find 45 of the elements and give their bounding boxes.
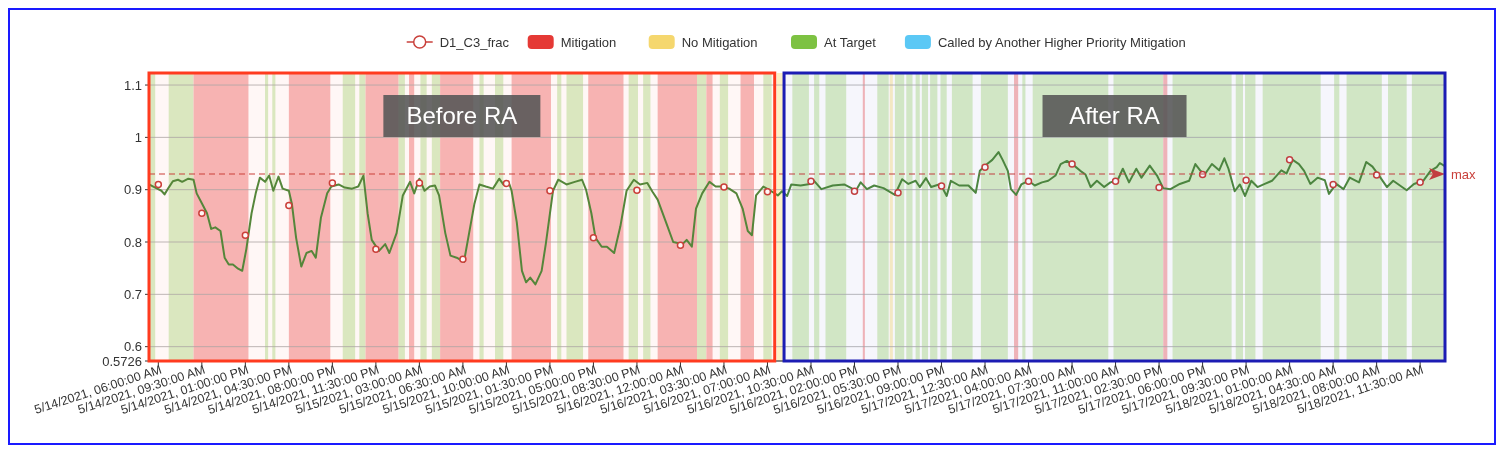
point: [676, 241, 685, 249]
point: [1068, 160, 1076, 168]
point: [850, 187, 859, 196]
point: [1155, 183, 1163, 192]
point: [763, 188, 772, 196]
point: [633, 186, 641, 194]
legend-label: Mitigation: [560, 34, 617, 50]
y-tick-label: 0.8: [123, 234, 142, 250]
point: [1024, 177, 1033, 186]
band-label: Before RA: [406, 102, 518, 130]
legend-label: Called by Another Higher Priority Mitigation: [937, 34, 1186, 50]
point: [937, 182, 946, 190]
point: [1329, 180, 1337, 189]
point: [502, 179, 511, 188]
y-tick-label: 0.9: [123, 182, 142, 198]
y-tick-label: 0.6: [123, 339, 142, 355]
point: [372, 245, 380, 254]
point: [589, 234, 598, 242]
point: [459, 255, 467, 264]
legend-label: D1_C3_frac: [439, 34, 510, 50]
point: [720, 183, 728, 191]
point: [981, 163, 989, 171]
line-series: [148, 151, 1445, 286]
point: [1111, 177, 1120, 186]
point: [1285, 156, 1294, 164]
y-tick-label: 0.5726: [102, 353, 142, 369]
point: [328, 179, 337, 187]
legend-label: At Target: [824, 34, 877, 50]
point: [1242, 176, 1250, 185]
y-tick-label: 0.7: [123, 286, 142, 302]
y-tick-label: 1.1: [123, 77, 142, 93]
point: [285, 201, 293, 210]
point: [154, 180, 163, 189]
band-label: After RA: [1069, 102, 1160, 130]
point: [1416, 178, 1424, 187]
ref-line-label: max: [1451, 166, 1477, 182]
point: [415, 179, 424, 187]
point: [1372, 171, 1381, 179]
y-tick-label: 1: [134, 129, 142, 145]
point: [198, 209, 206, 217]
point: [241, 231, 250, 239]
point: [546, 186, 554, 195]
point: [894, 189, 902, 197]
legend-label: No Mitigation: [681, 34, 758, 50]
point: [807, 177, 815, 186]
